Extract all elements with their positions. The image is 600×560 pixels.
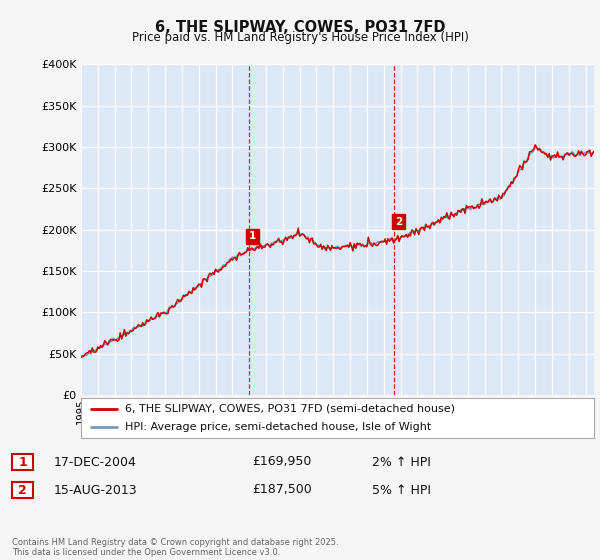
Text: 6, THE SLIPWAY, COWES, PO31 7FD: 6, THE SLIPWAY, COWES, PO31 7FD — [155, 20, 445, 35]
Text: 2: 2 — [18, 483, 27, 497]
Text: HPI: Average price, semi-detached house, Isle of Wight: HPI: Average price, semi-detached house,… — [125, 422, 431, 432]
Text: 15-AUG-2013: 15-AUG-2013 — [54, 483, 137, 497]
Text: £169,950: £169,950 — [252, 455, 311, 469]
Text: £187,500: £187,500 — [252, 483, 312, 497]
Text: Price paid vs. HM Land Registry's House Price Index (HPI): Price paid vs. HM Land Registry's House … — [131, 31, 469, 44]
Text: 6, THE SLIPWAY, COWES, PO31 7FD (semi-detached house): 6, THE SLIPWAY, COWES, PO31 7FD (semi-de… — [125, 404, 455, 414]
Text: 1: 1 — [249, 231, 256, 241]
Text: Contains HM Land Registry data © Crown copyright and database right 2025.
This d: Contains HM Land Registry data © Crown c… — [12, 538, 338, 557]
Text: 2: 2 — [395, 217, 402, 227]
Text: 1: 1 — [18, 455, 27, 469]
Text: 5% ↑ HPI: 5% ↑ HPI — [372, 483, 431, 497]
Text: 17-DEC-2004: 17-DEC-2004 — [54, 455, 137, 469]
Text: 2% ↑ HPI: 2% ↑ HPI — [372, 455, 431, 469]
